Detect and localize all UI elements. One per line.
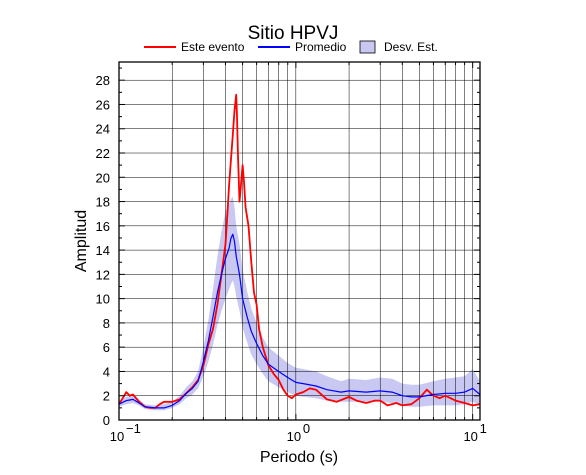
series-line [118,233,481,409]
x-tick-label: 101 [463,421,486,444]
x-tick-exponent: 0 [303,421,310,436]
y-tick-label: 16 [96,219,110,234]
x-tick-base: 10 [287,429,301,444]
y-tick-label: 0 [103,413,110,428]
plot-frame [118,61,481,421]
y-tick-label: 18 [96,195,110,210]
x-tick-label: 10−1 [110,421,141,444]
y-tick-label: 14 [96,243,110,258]
legend-item: Desv. Est. [359,40,438,54]
y-axis-label: Amplitud [73,210,90,272]
legend-item: Promedio [258,40,347,54]
legend-label: Este evento [181,40,245,54]
x-tick-exponent: 1 [480,421,487,436]
x-axis-label: Periodo (s) [260,449,338,466]
std-dev-band-layer [119,196,480,411]
tick-layer [118,62,480,421]
x-tick-base: 10 [463,429,477,444]
legend: Este evento Promedio Desv. Est. [144,40,438,54]
series-line [118,93,481,409]
x-tick-exponent: −1 [126,421,141,436]
y-tick-label: 26 [96,97,110,112]
y-tick-label: 2 [103,389,110,404]
y-tick-label: 22 [96,146,110,161]
y-tick-label: 12 [96,267,110,282]
legend-label: Desv. Est. [384,40,438,54]
chart-title: Sitio HPVJ [248,23,339,44]
x-tick-base: 10 [110,429,124,444]
legend-swatch [359,40,376,54]
y-tick-label: 24 [96,122,110,137]
y-tick-label: 6 [103,340,110,355]
series-layer [118,93,481,409]
y-tick-label: 20 [96,170,110,185]
y-tick-label: 4 [103,364,110,379]
legend-item: Este evento [144,40,245,54]
std-dev-band [119,196,480,411]
y-tick-label: 8 [103,316,110,331]
legend-label: Promedio [295,40,347,54]
x-tick-label: 100 [287,421,310,444]
y-tick-label: 10 [96,292,110,307]
y-tick-label: 28 [96,73,110,88]
grid-layer [118,62,480,421]
